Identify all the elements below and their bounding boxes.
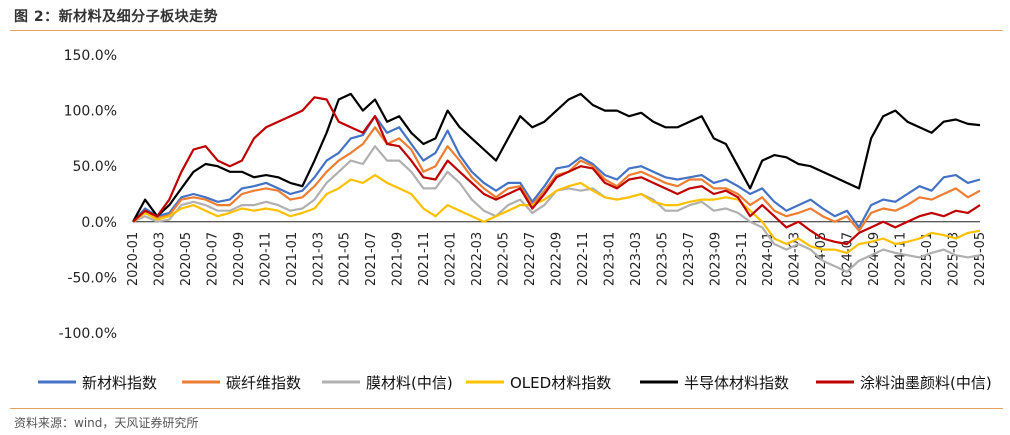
legend-label: OLED材料指数 — [510, 374, 611, 392]
x-tick-label: 2023-11 — [735, 232, 750, 286]
x-tick-label: 2021-01 — [285, 232, 300, 286]
y-tick-label: -100.0% — [59, 326, 117, 342]
y-tick-label: 0.0% — [81, 215, 117, 231]
x-tick-label: 2024-11 — [894, 232, 909, 286]
x-tick-label: 2021-09 — [391, 232, 406, 286]
series-line — [132, 92, 981, 223]
source-note: 资料来源：wind，天风证券研究所 — [14, 416, 199, 430]
x-tick-label: 2022-09 — [550, 232, 565, 286]
x-tick-label: 2021-07 — [364, 232, 379, 286]
x-tick-label: 2022-11 — [576, 232, 591, 286]
series-line — [132, 126, 981, 232]
y-tick-label: 50.0% — [73, 159, 117, 175]
x-tick-label: 2020-11 — [258, 232, 273, 286]
x-tick-label: 2023-05 — [655, 232, 670, 286]
x-tick-label: 2022-05 — [497, 232, 512, 286]
legend-label: 涂料油墨颜料(中信) — [860, 374, 992, 392]
footer-divider — [10, 408, 1003, 409]
x-tick-label: 2024-09 — [867, 232, 882, 286]
x-tick-label: 2024-01 — [761, 232, 776, 286]
x-tick-label: 2022-01 — [444, 232, 459, 286]
x-tick-label: 2023-09 — [708, 232, 723, 286]
x-tick-label: 2020-01 — [126, 232, 141, 286]
series-lines — [132, 92, 981, 273]
y-tick-label: 100.0% — [64, 104, 117, 120]
x-tick-label: 2025-05 — [973, 232, 988, 286]
x-tick-label: 2021-05 — [338, 232, 353, 286]
figure-title: 图 2：新材料及细分子板块走势 — [14, 9, 219, 25]
x-tick-label: 2021-03 — [311, 232, 326, 286]
legend-label: 碳纤维指数 — [226, 374, 301, 392]
legend: 新材料指数 碳纤维指数 膜材料(中信) OLED材料指数 半导体材料指数 涂料油墨颜料(中… — [38, 374, 992, 392]
y-axis-ticks: 150.0% 100.0% 50.0% 0.0% -50.0% -100.0% — [59, 48, 117, 342]
x-axis: 2020-01 2020-03 2020-05 2020-07 2020-09 2020-… — [126, 221, 988, 286]
legend-label: 膜材料(中信) — [366, 374, 453, 392]
series-line — [132, 96, 981, 246]
x-tick-label: 2022-03 — [470, 232, 485, 286]
x-tick-label: 2020-07 — [205, 232, 220, 286]
x-tick-label: 2023-07 — [682, 232, 697, 286]
x-tick-label: 2025-01 — [920, 232, 935, 286]
x-tick-label: 2024-07 — [841, 232, 856, 286]
x-tick-label: 2022-07 — [523, 232, 538, 286]
series-line — [132, 115, 981, 229]
x-tick-label: 2025-03 — [947, 232, 962, 286]
y-tick-label: 150.0% — [64, 48, 117, 64]
y-tick-label: -50.0% — [67, 270, 117, 286]
legend-label: 半导体材料指数 — [684, 374, 789, 392]
x-tick-label: 2020-05 — [179, 232, 194, 286]
legend-label: 新材料指数 — [82, 374, 157, 392]
x-tick-label: 2023-03 — [629, 232, 644, 286]
series-line — [132, 174, 981, 254]
x-tick-label: 2020-09 — [232, 232, 247, 286]
x-tick-label: 2021-11 — [417, 232, 432, 286]
title-divider — [10, 30, 1003, 31]
x-tick-label: 2020-03 — [152, 232, 167, 286]
x-tick-label: 2023-01 — [602, 232, 617, 286]
